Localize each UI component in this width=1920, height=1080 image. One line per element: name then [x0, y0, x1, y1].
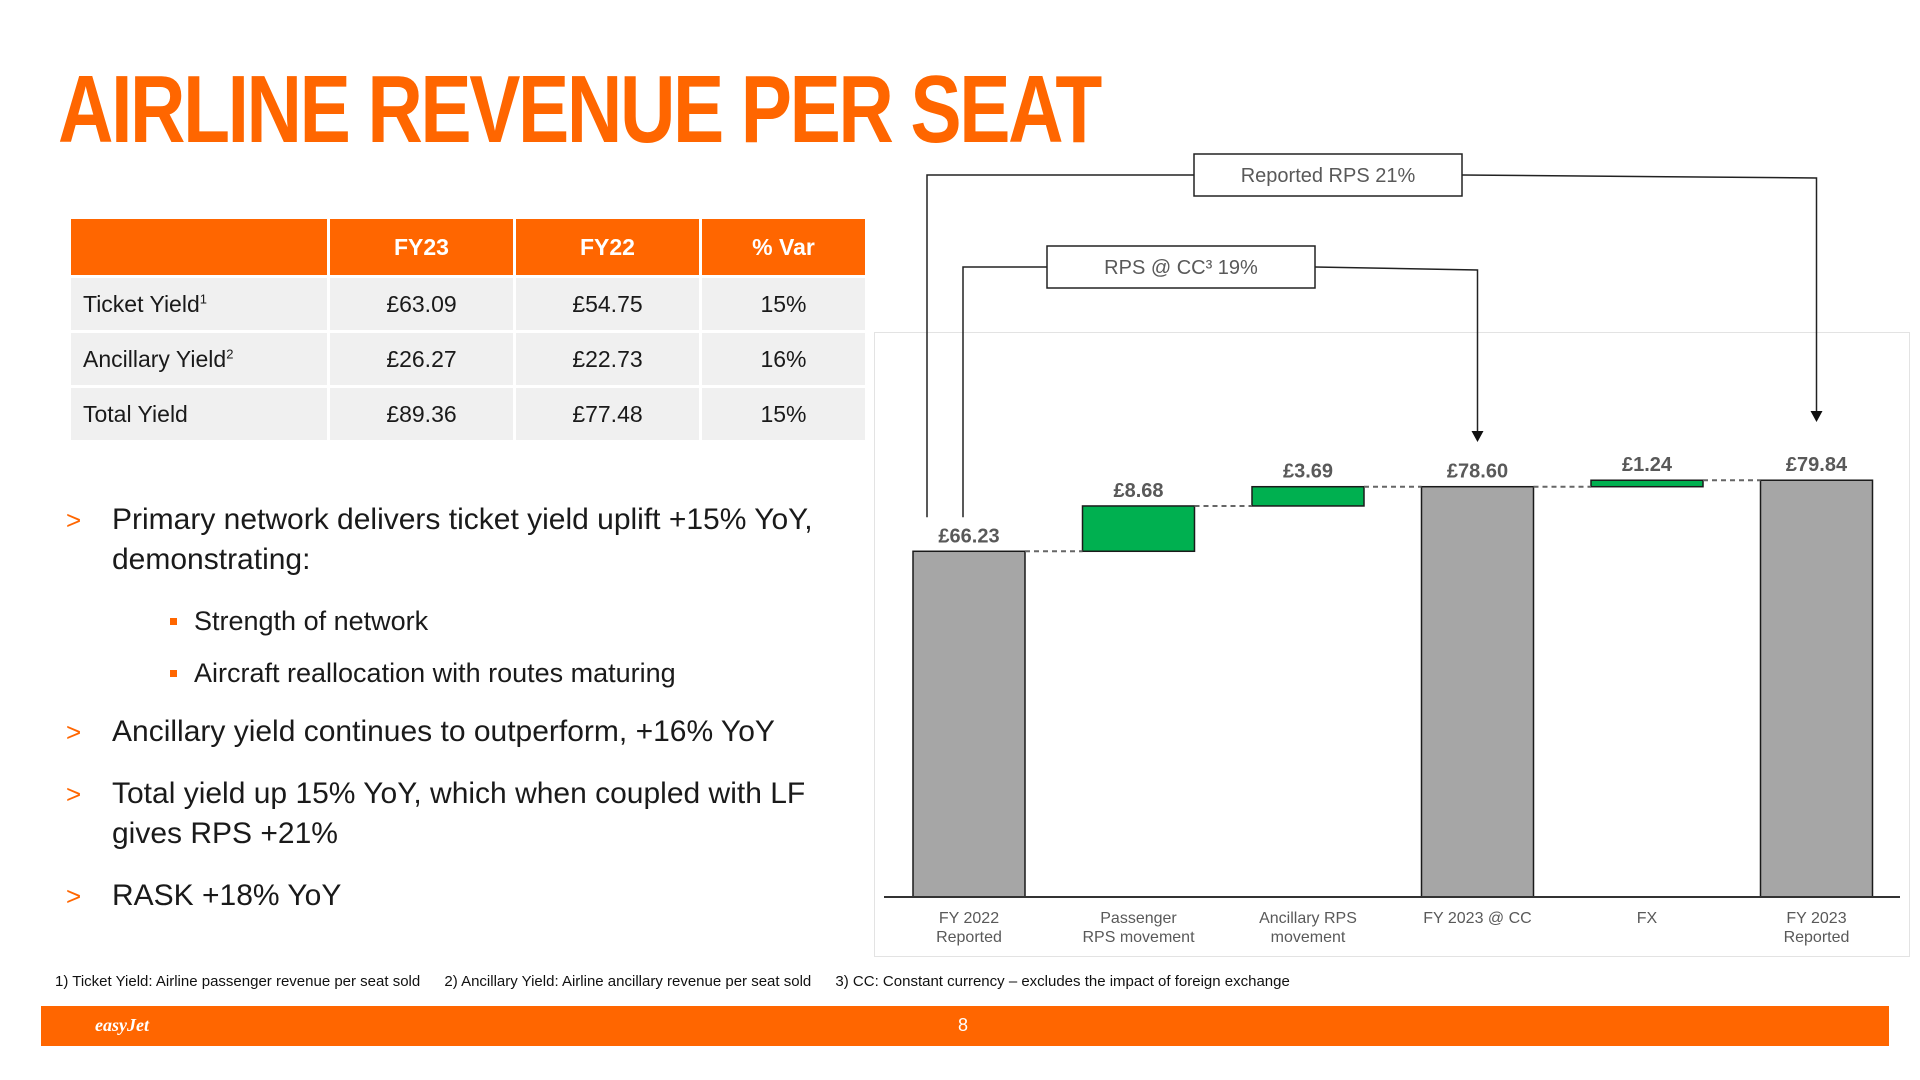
table-header-cell: % Var — [702, 219, 865, 275]
bar-value-label: £8.68 — [1113, 480, 1163, 502]
bullet-arrow-icon: > — [66, 717, 82, 747]
bullet-text: Ancillary yield continues to outperform,… — [112, 715, 775, 748]
row-label: Total Yield — [71, 388, 327, 440]
sub-bullet-text: Strength of network — [194, 606, 429, 636]
x-tick-label: FY 2023 @ CC — [1423, 910, 1531, 927]
square-bullet-icon — [170, 618, 177, 625]
table-header-row: FY23 FY22 % Var — [71, 219, 865, 275]
waterfall-bar — [1590, 479, 1704, 488]
table-header-cell: FY23 — [330, 219, 513, 275]
x-tick-label: FY 2023 — [1786, 910, 1846, 927]
waterfall-bar — [1420, 485, 1535, 898]
bullet-text: Total yield up 15% YoY, which when coupl… — [112, 777, 806, 850]
annotation-box — [1193, 153, 1463, 197]
sub-bullet-item: Aircraft reallocation with routes maturi… — [66, 654, 846, 692]
table-cell: 16% — [702, 333, 865, 385]
bar-value-label: £1.24 — [1622, 454, 1673, 476]
annotation-bracket — [1461, 174, 1818, 413]
bullet-text: Primary network delivers ticket yield up… — [112, 503, 813, 576]
table-cell: 15% — [702, 278, 865, 330]
x-tick-label: Reported — [1784, 929, 1850, 946]
x-tick-label: movement — [1271, 929, 1346, 946]
table-cell: £26.27 — [330, 333, 513, 385]
footnote: 3) CC: Constant currency – excludes the … — [835, 973, 1290, 990]
bullet-item: > Total yield up 15% YoY, which when cou… — [66, 774, 846, 854]
bullet-item: > Primary network delivers ticket yield … — [66, 500, 846, 580]
table-header-cell — [71, 219, 327, 275]
yield-table: FY23 FY22 % Var Ticket Yield1 £63.09 £54… — [68, 216, 868, 443]
bullet-arrow-icon: > — [66, 779, 82, 809]
easyjet-logo: easyJet — [95, 1015, 149, 1035]
table-header-cell: FY22 — [516, 219, 699, 275]
bullet-item: > Ancillary yield continues to outperfor… — [66, 712, 846, 752]
annotation-bracket — [962, 266, 1047, 518]
x-tick-label: FY 2022 — [939, 910, 999, 927]
chart-panel — [874, 332, 1910, 957]
table-cell: 15% — [702, 388, 865, 440]
bar-value-label: £78.60 — [1447, 461, 1508, 483]
annotation-bracket — [926, 174, 1194, 518]
row-label: Ancillary Yield2 — [71, 333, 327, 385]
bullet-arrow-icon: > — [66, 505, 82, 535]
table-cell: £54.75 — [516, 278, 699, 330]
annotation-label: Reported RPS 21% — [1241, 165, 1416, 187]
square-bullet-icon — [170, 670, 177, 677]
waterfall-bar — [1251, 485, 1365, 507]
x-tick-label: Passenger — [1100, 910, 1177, 927]
waterfall-chart: £66.23 £8.68 £3.69 £78.60 £1.24 £79.84 FY 2022… — [884, 153, 1900, 946]
arrow-head-icon — [1471, 431, 1484, 442]
table-cell: £77.48 — [516, 388, 699, 440]
page-title: AIRLINE REVENUE PER SEAT — [58, 56, 1102, 163]
bullet-item: > RASK +18% YoY — [66, 876, 846, 916]
x-tick-label: FX — [1637, 910, 1658, 927]
annotation-label: RPS @ CC³ 19% — [1104, 257, 1258, 279]
waterfall-bar — [1759, 479, 1874, 898]
arrow-head-icon — [1810, 411, 1823, 422]
footer-bar: easyJet 8 — [41, 1006, 1889, 1046]
bar-value-label: £66.23 — [938, 525, 999, 547]
bullet-list: > Primary network delivers ticket yield … — [66, 500, 846, 938]
footnote: 1) Ticket Yield: Airline passenger reven… — [55, 973, 421, 990]
page-number: 8 — [958, 1015, 969, 1035]
x-tick-label: Ancillary RPS — [1259, 910, 1357, 927]
table-row: Ancillary Yield2 £26.27 £22.73 16% — [71, 333, 865, 385]
x-tick-label: Reported — [936, 929, 1002, 946]
footnote: 2) Ancillary Yield: Airline ancillary re… — [444, 973, 812, 990]
x-tick-label: RPS movement — [1082, 929, 1195, 946]
annotation-bracket — [1314, 266, 1479, 433]
sub-bullet-list: Strength of network Aircraft reallocatio… — [66, 602, 846, 692]
table-row: Ticket Yield1 £63.09 £54.75 15% — [71, 278, 865, 330]
table-cell: £22.73 — [516, 333, 699, 385]
table-cell: £89.36 — [330, 388, 513, 440]
table-row: Total Yield £89.36 £77.48 15% — [71, 388, 865, 440]
bullet-arrow-icon: > — [66, 881, 82, 911]
sub-bullet-text: Aircraft reallocation with routes maturi… — [194, 658, 676, 688]
annotation-box — [1046, 245, 1316, 289]
waterfall-bar — [1081, 505, 1196, 553]
waterfall-bar — [912, 550, 1026, 898]
table-cell: £63.09 — [330, 278, 513, 330]
bar-value-label: £79.84 — [1786, 454, 1848, 476]
bar-value-label: £3.69 — [1283, 461, 1333, 483]
sub-bullet-item: Strength of network — [66, 602, 846, 640]
footnotes: 1) Ticket Yield: Airline passenger reven… — [55, 973, 1310, 990]
bullet-text: RASK +18% YoY — [112, 879, 342, 912]
row-label: Ticket Yield1 — [71, 278, 327, 330]
